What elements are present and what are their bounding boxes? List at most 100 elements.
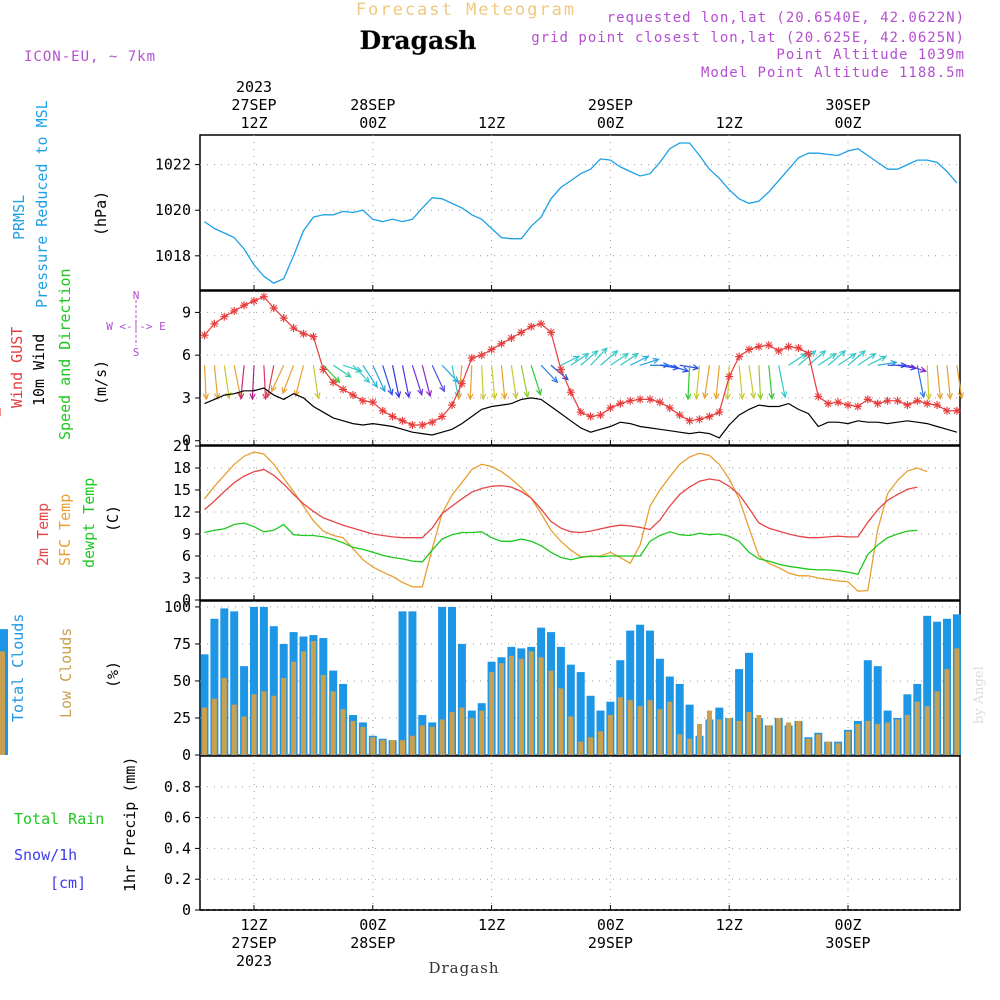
time-label-line: 00Z [359,114,386,132]
wind-arrow-head [919,366,928,373]
gust-marker [220,312,229,321]
wind-arrow [281,365,295,395]
wind-arrow-head [202,393,210,401]
wind-arrow-shaft [847,350,866,366]
total-cloud-bar [576,672,585,755]
y-tick-label: 0 [182,746,191,764]
total-cloud-bar [566,664,575,755]
pct-unit-label: (%) [104,661,122,688]
wind-arrow-shaft [352,364,370,383]
gust-marker [883,396,892,405]
gust-marker-d2 [686,417,693,425]
gust-marker-d2 [280,314,288,322]
low-cloud-bar [400,740,405,755]
gust-marker [903,401,912,410]
gust-marker [517,328,526,337]
wind-arrow-head [523,391,530,399]
gust-marker [477,351,486,360]
low-cloud-bar [469,717,475,755]
total-cloud-bar [210,618,219,755]
low-cloud-bar [895,719,900,755]
gust-marker [418,421,427,430]
wind-arrow [619,352,640,366]
time-label-line: 00Z [359,916,386,934]
gust-marker-d2 [735,353,743,360]
low-cloud-bar [786,722,792,755]
gust-marker [319,365,328,374]
low-cloud-bar [528,651,534,755]
gust-marker-d2 [854,403,862,410]
wind-arrow-head [946,392,953,401]
wind-arrow-shaft [372,365,386,392]
wind-arrow [401,365,411,399]
dewpt-line [204,522,918,576]
total-cloud-bar [586,695,595,755]
wind-arrow-shaft [629,355,649,366]
wind-arrow-head [439,385,445,393]
wind-arrow-shaft [500,365,506,399]
wind-arrow-shaft [758,365,762,400]
gust-marker-d2 [379,407,387,415]
wind-arrow-head [591,349,599,357]
wind-arrow-head [387,388,394,397]
low-cloud-bar [578,741,584,755]
wind-arrow-shaft [491,365,496,399]
gust-marker-d2 [864,396,872,403]
gust-marker [774,346,783,355]
gust-marker [329,378,338,387]
low-cloud-bar [320,675,326,755]
wind-arrow [382,365,394,397]
wind-arrow-shaft [619,353,639,366]
low-cloud-bar [499,663,504,755]
wind-arrow [887,362,908,369]
low-cloud-bar [548,670,554,755]
wind-arrow-head [582,352,590,360]
gust-marker [487,345,496,354]
gust-marker-d2 [953,407,961,415]
low-cloud-bar [598,731,603,755]
wind-arrow-shaft [877,361,897,366]
gust-marker [636,395,645,404]
gust-marker [428,418,437,427]
gust-marker [358,396,367,405]
wind-arrow [837,352,857,366]
gust-marker-d2 [389,413,396,420]
total-cloud-bar [636,624,645,755]
wind-arrow-shaft [580,350,599,366]
low-cloud-bar [350,720,356,755]
gust-marker [863,395,872,404]
low-cloud-bar [380,740,386,755]
hpa-unit-label: (hPa) [92,191,110,236]
low-cloud-bar [677,734,683,755]
wind-arrow-head [281,387,288,395]
ms-unit-label: (m/s) [92,360,110,405]
gust-marker [240,301,249,310]
low-cloud-bar [736,720,742,755]
wind-arrow [322,364,341,384]
y-tick-label: 1018 [155,247,191,265]
wind-speed-line [204,387,958,439]
wind-arrow-head [379,385,386,393]
gust-marker-d2 [448,401,456,409]
gust-marker [923,399,932,408]
y-tick-label: 3 [182,569,191,587]
wind-arrow-shaft [540,364,558,383]
low-cloud-bar [360,726,366,755]
total-cloud-bar [457,643,466,755]
low-cloud-bar [538,657,544,755]
wind-arrow-head [663,362,671,369]
wind-arrow-head [467,393,474,401]
wind-arrow-shaft [263,365,267,400]
panel-temperature: 0 3 6 9 12 15 18 21 [173,437,961,609]
wind-arrow-head [936,392,943,401]
gust-marker [824,399,833,408]
gust-marker-d2 [656,398,664,406]
wind-arrow-shaft [610,353,629,366]
gust-marker-d2 [508,334,515,342]
gust-marker-d2 [527,323,535,331]
wind-arrow-head [738,392,745,401]
wind-arrow [956,365,965,400]
total-cloud-bar [685,704,694,755]
wind-arrow [857,352,877,366]
